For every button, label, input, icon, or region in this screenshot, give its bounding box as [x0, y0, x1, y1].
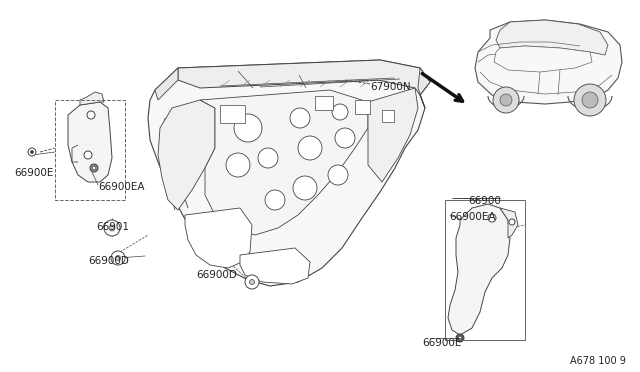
Circle shape [109, 225, 115, 231]
Bar [55, 100, 125, 200]
Circle shape [90, 164, 98, 172]
Text: 66900EA: 66900EA [449, 212, 495, 222]
Circle shape [265, 190, 285, 210]
Polygon shape [418, 68, 430, 108]
Circle shape [258, 148, 278, 168]
Circle shape [84, 151, 92, 159]
Circle shape [582, 92, 598, 108]
Polygon shape [494, 46, 592, 72]
Circle shape [332, 104, 348, 120]
Polygon shape [68, 102, 112, 182]
Text: 66900: 66900 [468, 196, 501, 206]
Polygon shape [240, 248, 310, 284]
Circle shape [234, 114, 262, 142]
Circle shape [111, 251, 125, 265]
Circle shape [456, 334, 464, 342]
Bar [445, 200, 525, 340]
Polygon shape [496, 20, 608, 55]
Polygon shape [158, 100, 215, 210]
Circle shape [226, 153, 250, 177]
Circle shape [574, 84, 606, 116]
Polygon shape [200, 90, 368, 235]
Circle shape [335, 128, 355, 148]
Circle shape [28, 148, 36, 156]
Polygon shape [80, 92, 104, 105]
Polygon shape [185, 208, 252, 268]
Circle shape [293, 176, 317, 200]
Polygon shape [448, 204, 510, 335]
Circle shape [500, 94, 512, 106]
Circle shape [245, 275, 259, 289]
Circle shape [104, 220, 120, 236]
Circle shape [290, 108, 310, 128]
Circle shape [31, 151, 33, 154]
Polygon shape [148, 60, 430, 286]
Circle shape [298, 136, 322, 160]
Bar [355, 100, 370, 114]
Text: 66900E: 66900E [422, 338, 461, 348]
Polygon shape [155, 68, 178, 100]
Circle shape [328, 165, 348, 185]
Circle shape [458, 337, 461, 340]
Circle shape [115, 256, 120, 260]
Polygon shape [500, 208, 518, 238]
Circle shape [509, 219, 515, 225]
Circle shape [493, 87, 519, 113]
Text: 66900EA: 66900EA [98, 182, 145, 192]
Polygon shape [475, 20, 622, 104]
Text: 66901: 66901 [96, 222, 129, 232]
Polygon shape [178, 60, 430, 95]
Polygon shape [368, 88, 418, 182]
Circle shape [250, 279, 255, 285]
Text: 66900E: 66900E [14, 168, 53, 178]
Text: 66900D: 66900D [196, 270, 237, 280]
Circle shape [87, 111, 95, 119]
Bar [220, 105, 245, 123]
Circle shape [488, 214, 496, 222]
Text: A678 100 9: A678 100 9 [570, 356, 626, 366]
Text: 66900D: 66900D [88, 256, 129, 266]
Bar [382, 110, 394, 122]
Circle shape [93, 167, 95, 170]
Bar [315, 96, 333, 110]
Text: 67900N: 67900N [370, 82, 411, 92]
